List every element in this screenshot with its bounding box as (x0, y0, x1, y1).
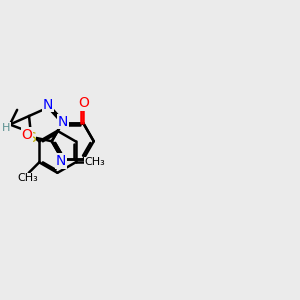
Text: H: H (2, 123, 10, 133)
Text: O: O (21, 128, 32, 142)
Text: CH₃: CH₃ (84, 157, 105, 167)
Text: N: N (58, 115, 68, 129)
Text: N: N (43, 98, 53, 112)
Text: S: S (27, 131, 36, 145)
Text: CH₃: CH₃ (17, 173, 38, 183)
Text: O: O (78, 96, 89, 110)
Text: N: N (56, 154, 66, 168)
